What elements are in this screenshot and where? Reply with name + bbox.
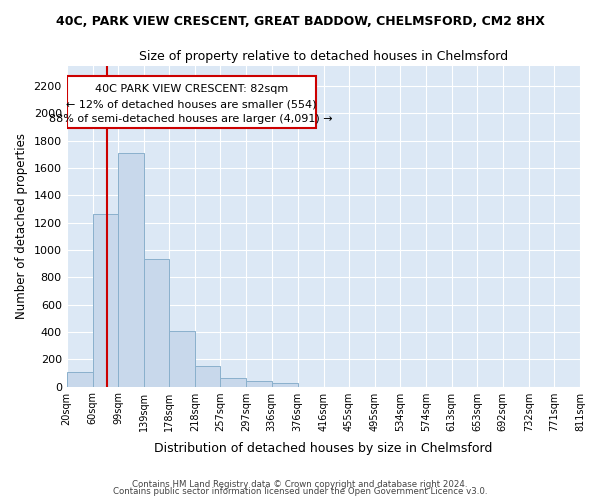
Text: 88% of semi-detached houses are larger (4,091) →: 88% of semi-detached houses are larger (…	[49, 114, 333, 124]
Text: 40C, PARK VIEW CRESCENT, GREAT BADDOW, CHELMSFORD, CM2 8HX: 40C, PARK VIEW CRESCENT, GREAT BADDOW, C…	[56, 15, 544, 28]
Bar	[118, 153, 144, 386]
Bar	[144, 259, 169, 386]
Y-axis label: Number of detached properties: Number of detached properties	[15, 133, 28, 319]
Text: ← 12% of detached houses are smaller (554): ← 12% of detached houses are smaller (55…	[66, 100, 316, 110]
X-axis label: Distribution of detached houses by size in Chelmsford: Distribution of detached houses by size …	[154, 442, 493, 455]
Text: Contains HM Land Registry data © Crown copyright and database right 2024.: Contains HM Land Registry data © Crown c…	[132, 480, 468, 489]
Text: 40C PARK VIEW CRESCENT: 82sqm: 40C PARK VIEW CRESCENT: 82sqm	[95, 84, 288, 94]
Bar	[272, 383, 298, 386]
Bar	[220, 378, 247, 386]
FancyBboxPatch shape	[67, 76, 316, 128]
Bar	[195, 366, 220, 386]
Bar	[92, 214, 118, 386]
Bar	[247, 382, 272, 386]
Text: Contains public sector information licensed under the Open Government Licence v3: Contains public sector information licen…	[113, 488, 487, 496]
Title: Size of property relative to detached houses in Chelmsford: Size of property relative to detached ho…	[139, 50, 508, 63]
Bar	[67, 372, 92, 386]
Bar	[169, 331, 195, 386]
